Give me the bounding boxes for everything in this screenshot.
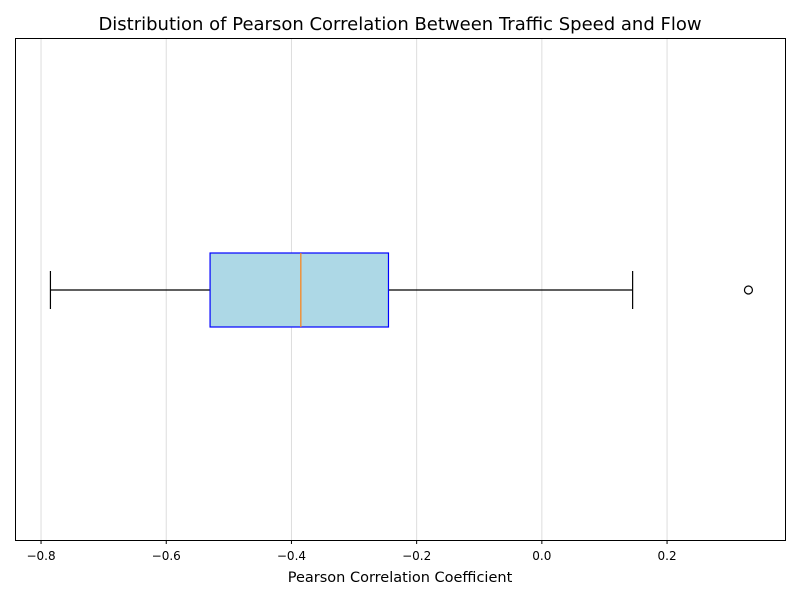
outlier-point <box>743 285 754 295</box>
chart-title: Distribution of Pearson Correlation Betw… <box>98 14 701 35</box>
x-axis-label: Pearson Correlation Coefficient <box>288 570 513 586</box>
iqr-box <box>209 252 390 328</box>
x-tick-label: −0.4 <box>277 549 306 563</box>
x-tick-label: 0.0 <box>532 549 551 563</box>
x-tick-label: 0.2 <box>658 549 677 563</box>
x-axis-ticks: −0.8 −0.6 −0.4 −0.2 0.0 0.2 <box>26 540 677 563</box>
x-tick-label: −0.8 <box>26 549 55 563</box>
x-tick-label: −0.6 <box>152 549 181 563</box>
x-tick-label: −0.2 <box>402 549 431 563</box>
box-group <box>49 252 754 328</box>
plot-area-frame <box>15 38 786 541</box>
